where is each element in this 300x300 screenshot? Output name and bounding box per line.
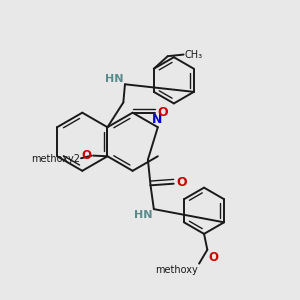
Text: O: O <box>209 251 219 264</box>
Text: HN: HN <box>134 210 152 220</box>
Text: methoxy2: methoxy2 <box>31 154 80 164</box>
Text: O: O <box>158 106 168 119</box>
Text: CH₃: CH₃ <box>185 50 203 60</box>
Text: methoxy: methoxy <box>155 265 198 275</box>
Text: O: O <box>82 149 92 162</box>
Text: HN: HN <box>105 74 123 84</box>
Text: N: N <box>152 113 162 126</box>
Text: O: O <box>176 176 187 189</box>
